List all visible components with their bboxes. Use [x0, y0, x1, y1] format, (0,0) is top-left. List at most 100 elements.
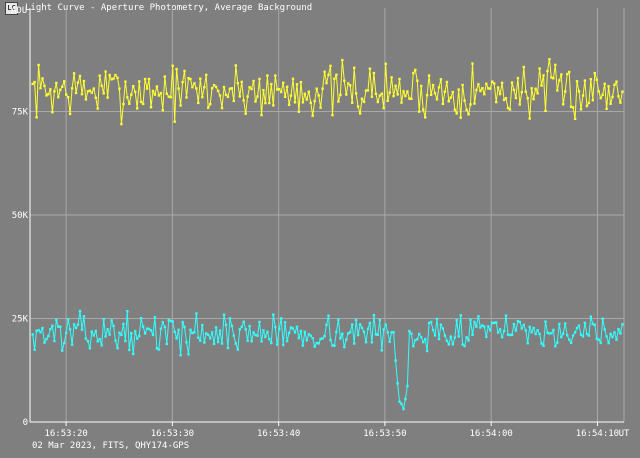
series-0-point — [374, 92, 378, 95]
series-0-point — [291, 77, 295, 80]
series-0-point — [475, 88, 478, 92]
series-1-point — [299, 329, 303, 333]
series-1-point — [398, 400, 401, 403]
series-0-point — [400, 101, 403, 104]
series-1-point — [520, 327, 523, 330]
series-1-point — [86, 340, 90, 343]
series-0-point — [183, 69, 186, 73]
series-0-point — [530, 87, 533, 90]
light-curve-app-icon[interactable]: LC — [5, 1, 18, 15]
series-1-point — [149, 329, 153, 332]
series-0-point — [280, 90, 283, 94]
series-0-point — [498, 92, 502, 96]
series-1-point — [270, 341, 273, 345]
series-1-point — [577, 324, 581, 327]
series-1-point — [303, 330, 306, 334]
series-0-point — [577, 90, 581, 93]
series-0-point — [569, 105, 573, 108]
series-1-point — [173, 330, 176, 333]
series-0-point — [187, 77, 190, 80]
series-0-point — [581, 94, 585, 97]
y-tick-label: 75K — [12, 108, 29, 118]
series-0-point — [216, 89, 220, 93]
series-0-point — [420, 84, 423, 88]
series-1-point — [163, 325, 166, 329]
series-1-point — [254, 333, 257, 337]
series-1-point — [396, 382, 399, 385]
series-0-point — [500, 81, 504, 84]
series-1-point — [63, 341, 66, 345]
series-0-point — [447, 100, 450, 103]
series-1-point — [362, 330, 366, 334]
series-0-point — [461, 83, 464, 87]
series-1-point — [143, 332, 147, 335]
series-1-point — [197, 336, 200, 339]
series-1-point — [291, 327, 295, 330]
series-1-point — [366, 327, 370, 330]
series-0-point — [396, 93, 399, 96]
series-0-point — [270, 82, 273, 86]
series-1-point — [583, 321, 587, 324]
series-0-point — [479, 89, 482, 93]
series-1-point — [199, 339, 202, 342]
series-0-point — [524, 90, 527, 93]
series-0-point — [268, 101, 271, 105]
series-0-point — [349, 84, 352, 87]
series-1-point — [516, 319, 520, 323]
series-0-point — [301, 101, 305, 104]
series-0-point — [550, 76, 553, 79]
title-bar: LC Light Curve - Aperture Photometry, Av… — [0, 0, 640, 16]
series-1-point — [151, 333, 155, 337]
series-0-point — [110, 78, 113, 81]
series-0-point — [228, 87, 232, 90]
series-1-point — [575, 326, 579, 330]
series-0-point — [224, 93, 228, 97]
series-0-point — [126, 96, 129, 99]
series-1-point — [242, 320, 245, 323]
series-0-point — [260, 113, 263, 117]
series-1-point — [78, 309, 82, 313]
series-0-point — [141, 102, 145, 106]
series-0-point — [63, 80, 66, 83]
series-0-point — [473, 102, 476, 105]
series-0-point — [412, 71, 415, 75]
series-1-point — [264, 335, 267, 339]
series-0-point — [568, 70, 571, 74]
series-1-point — [37, 328, 40, 332]
series-1-point — [579, 333, 583, 336]
series-1-point — [414, 339, 417, 342]
series-1-point — [49, 327, 52, 331]
series-1-point — [437, 337, 441, 341]
series-0-point — [512, 88, 516, 92]
series-0-point — [139, 100, 143, 104]
series-1-point — [463, 344, 466, 348]
series-0-point — [289, 94, 293, 97]
series-0-point — [595, 78, 598, 81]
series-1-point — [477, 315, 480, 318]
series-0-point — [571, 106, 575, 109]
series-0-point — [597, 90, 600, 93]
series-0-point — [61, 85, 64, 88]
series-0-point — [159, 91, 163, 95]
series-0-point — [76, 81, 80, 84]
series-1-point — [374, 333, 378, 336]
series-1-point — [544, 320, 547, 323]
series-0-point — [487, 87, 490, 90]
series-0-point — [347, 82, 350, 85]
series-0-point — [153, 93, 157, 96]
series-1-point — [311, 337, 314, 340]
series-1-point — [424, 337, 427, 341]
series-1-point — [495, 321, 498, 324]
series-1-point — [100, 344, 103, 347]
series-1-point — [138, 334, 141, 338]
series-0-point — [384, 62, 387, 65]
series-1-point — [47, 334, 50, 338]
series-1-point — [226, 346, 230, 350]
series-1-point — [287, 331, 291, 335]
series-0-point — [493, 82, 496, 85]
series-1-point — [327, 314, 330, 317]
series-0-point — [526, 97, 529, 100]
series-1-point — [161, 321, 164, 324]
series-1-point — [76, 323, 80, 326]
series-0-point — [528, 117, 531, 120]
